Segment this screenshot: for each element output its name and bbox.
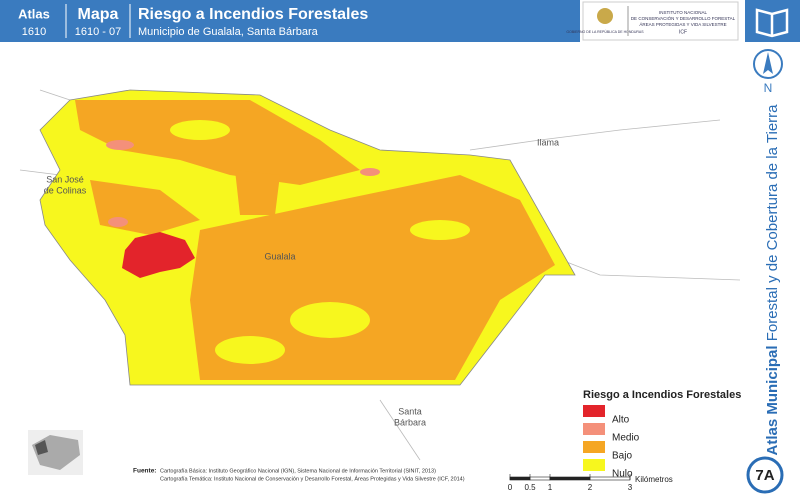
side-rest: Forestal y de Cobertura de la Tierra <box>764 104 781 346</box>
atlas-label: Atlas <box>18 6 50 21</box>
sources-label: Fuente: <box>133 468 156 475</box>
nulo-patch <box>170 120 230 140</box>
north-label: N <box>764 81 773 95</box>
subtitle: Municipio de Gualala, Santa Bárbara <box>138 26 319 38</box>
side-title: Atlas Municipal Forestal y de Cobertura … <box>764 104 781 456</box>
institute-acronym: ICF <box>679 29 687 35</box>
legend-swatch <box>583 423 605 435</box>
book-icon <box>755 8 789 38</box>
legend-label: Nulo <box>612 469 633 480</box>
place-label: Santa <box>398 406 422 416</box>
scale-segment <box>589 476 631 481</box>
legend-label: Bajo <box>612 451 632 462</box>
atlas-number: 1610 <box>22 26 46 38</box>
legend-swatch <box>583 405 605 417</box>
place-label: Ilama <box>537 137 559 147</box>
medio-areas <box>106 140 380 227</box>
bajo-area <box>235 170 280 215</box>
scale-tick-label: 3 <box>628 483 633 492</box>
place-label: San José <box>46 174 84 184</box>
road <box>39 89 71 101</box>
scale-tick-label: 0 <box>508 483 513 492</box>
nulo-patch <box>215 336 285 364</box>
legend-label: Alto <box>612 415 630 426</box>
scale-unit: Kilómetros <box>635 475 673 484</box>
scale-segment <box>529 476 551 481</box>
legend-swatch <box>583 441 605 453</box>
title: Riesgo a Incendios Forestales <box>138 6 368 23</box>
scale-tick-label: 2 <box>588 483 593 492</box>
road <box>379 399 421 461</box>
medio-area <box>106 140 134 150</box>
nulo-patch <box>410 220 470 240</box>
badge-circle <box>746 456 784 494</box>
legend-label: Medio <box>612 433 640 444</box>
sources-line: Cartografía Temática: Instituto Nacional… <box>160 475 465 482</box>
north-arrow <box>763 52 773 74</box>
scale-tick-label: 1 <box>548 483 553 492</box>
medio-area <box>108 217 128 227</box>
road <box>469 119 721 151</box>
gov-name: GOBIERNO DE LA REPÚBLICA DE HONDURAS <box>566 30 644 34</box>
locator-department <box>35 440 48 455</box>
alto-area <box>122 232 195 278</box>
place-label: Bárbara <box>394 417 426 427</box>
place-label: Gualala <box>264 251 295 261</box>
nulo-patches <box>170 120 470 364</box>
mapa-number: 1610 - 07 <box>75 26 121 38</box>
scale-tick-label: 0.5 <box>524 483 536 492</box>
sources-line: Cartografía Básica: Instituto Geográfico… <box>160 468 436 474</box>
scale-segment <box>509 476 531 481</box>
header-band <box>0 0 580 42</box>
place-label: de Colinas <box>44 185 87 195</box>
bajo-area <box>75 100 360 185</box>
institute-line: DE CONSERVACIÓN Y DESARROLLO FORESTAL <box>631 15 736 21</box>
badge: 7A <box>755 467 774 484</box>
side-bold: Atlas Municipal <box>764 345 781 455</box>
institute-line: INSTITUTO NACIONAL <box>659 10 707 15</box>
medio-area <box>360 168 380 176</box>
institute-line: ÁREAS PROTEGIDAS Y VIDA SILVESTRE <box>639 21 726 27</box>
scale-segment <box>549 476 591 481</box>
legend-swatch <box>583 459 605 471</box>
mapa-label: Mapa <box>78 6 119 23</box>
emblem <box>597 8 613 24</box>
legend-title: Riesgo a Incendios Forestales <box>583 389 741 401</box>
nulo-patch <box>290 302 370 338</box>
